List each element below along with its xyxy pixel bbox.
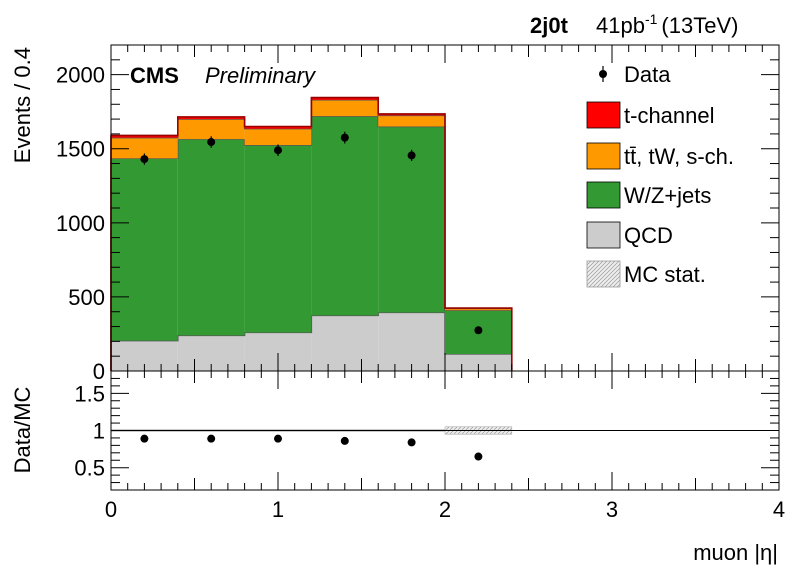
status-label: Preliminary [205,63,317,88]
legend-label-ttbar: tt̄, tW, s-ch. [624,144,734,169]
ratio-point-5 [474,452,483,461]
stack-bar-2-5 [445,308,512,311]
legend-label-mc-stat: MC stat. [624,262,706,287]
y-tick-label-4: 2000 [56,63,105,88]
stack-bar-2-2 [244,128,312,146]
stack-bar-2-4 [378,115,445,127]
legend-swatch-t-channel [586,101,621,129]
ratio-points [140,434,483,461]
ratio-panel: 0.5 1 1.5 0 1 2 3 4 Data/MC muon |η| [10,370,785,565]
x-tick-label-2: 2 [439,497,451,522]
stack-bar-1-3 [311,116,379,316]
x-tick-label-0: 0 [105,497,117,522]
legend-entry-data: Data [599,62,671,87]
stack-outline-3 [110,96,513,371]
legend-entry-mc-stat: MC stat. [586,260,706,288]
stack-bar-2-0 [111,137,178,159]
legend-label-wz-jets: W/Z+jets [624,183,711,208]
legend-label-qcd: QCD [624,223,673,248]
data-point-1 [207,138,216,147]
experiment-label: CMS [130,63,179,88]
data-point-5 [474,326,483,335]
legend-swatch-ttbar [586,142,621,170]
main-axes: 0 500 1000 1500 2000 [56,44,780,384]
header-luminosity: 41pb-1 (13TeV) [596,11,738,38]
y-tick-label-2: 1000 [56,211,105,236]
main-panel: 0 500 1000 1500 2000 CMS Preliminary Events … [10,44,780,384]
y-axis-label: Events / 0.4 [10,47,35,163]
x-axis-label: muon |η| [693,540,778,565]
legend-entry-t-channel: t-channel [586,101,715,129]
y-tick-label-3: 1500 [56,137,105,162]
stack-bar-0-3 [311,315,379,371]
stack-bar-3-2 [244,126,312,129]
legend-label-t-channel: t-channel [624,103,715,128]
ratio-y-tick-label-1: 1 [93,419,105,444]
data-point-2 [274,146,282,155]
ratio-y-axis-label: Data/MC [10,386,35,473]
header-category: 2j0t [530,13,569,38]
legend-entry-wz-jets: W/Z+jets [586,181,711,209]
legend-swatch-wz-jets [586,181,621,209]
ratio-point-0 [140,434,149,443]
stack-bar-1-1 [177,139,245,336]
ratio-y-tick-label-2: 1.5 [74,381,105,406]
stack-fills [110,96,513,371]
legend-entry-ttbar: tt̄, tW, s-ch. [586,142,734,170]
data-point-4 [407,151,416,160]
x-tick-label-4: 4 [773,497,785,522]
stack-bar-1-2 [244,145,312,333]
data-points [140,131,483,335]
y-tick-label-1: 500 [68,285,105,310]
legend-swatch-qcd [586,221,621,249]
stack-bar-3-0 [111,135,178,138]
stack-bar-0-4 [378,312,445,371]
stack-bar-3-3 [311,97,379,100]
legend-label-data: Data [624,62,671,87]
x-tick-label-1: 1 [272,497,284,522]
ratio-axes: 0.5 1 1.5 0 1 2 3 4 [74,371,785,522]
ratio-point-1 [207,434,216,443]
data-point-3 [340,133,349,142]
stack-bar-1-0 [111,158,178,341]
stack-bar-2-3 [311,99,379,117]
legend-data-marker [599,70,607,78]
stack-bar-2-1 [177,119,245,140]
legend-swatch-mc-stat [586,260,621,288]
ratio-point-2 [274,434,282,443]
ratio-y-tick-label-0: 0.5 [74,456,105,481]
stack-bar-3-1 [177,116,245,120]
data-point-0 [140,155,149,164]
ratio-point-4 [407,438,416,447]
legend-entry-qcd: QCD [586,221,673,249]
legend: Data t-channel tt̄, tW, s-ch. W/Z+jets Q… [586,62,734,288]
ratio-point-3 [340,436,349,445]
x-tick-label-3: 3 [606,497,618,522]
y-tick-label-0: 0 [93,359,105,384]
